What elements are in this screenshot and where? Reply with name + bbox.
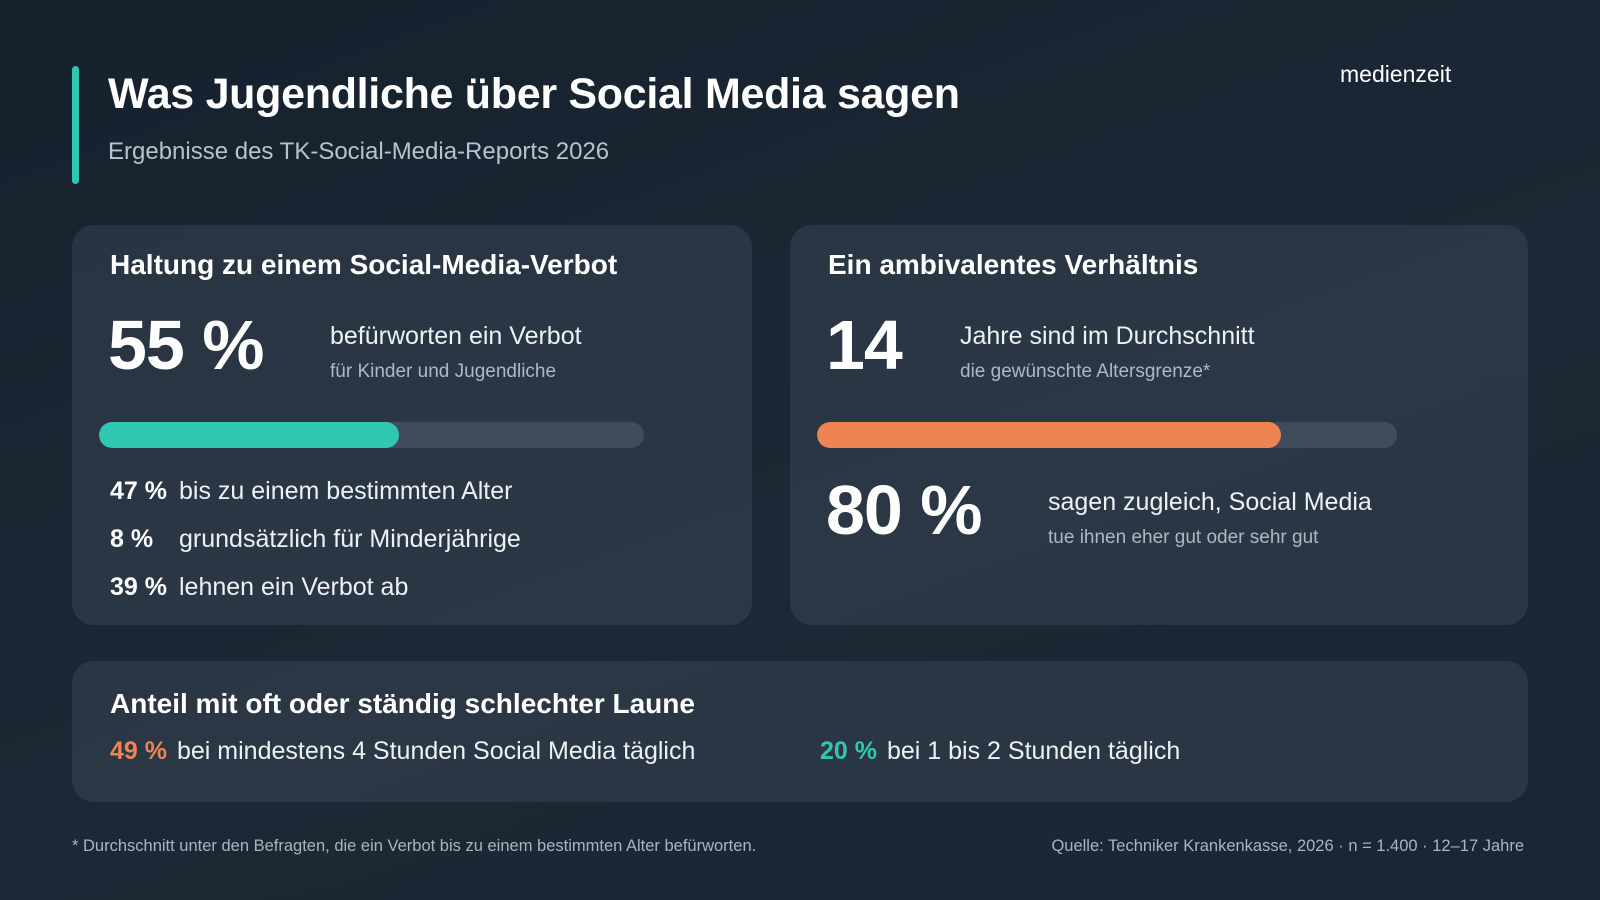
footnote: * Durchschnitt unter den Befragten, die … (72, 837, 757, 855)
ambivalent-card-title: Ein ambivalentes Verhältnis (828, 249, 1199, 280)
page-subtitle: Ergebnisse des TK-Social-Media-Reports 2… (108, 138, 610, 165)
ban-support-progress-bar (99, 422, 644, 448)
bad-mood-text: bei mindestens 4 Stunden Social Media tä… (176, 737, 696, 765)
ban-support-sublabel: für Kinder und Jugendliche (330, 361, 557, 382)
ambivalent-relationship-card: Ein ambivalentes Verhältnis 14 Jahre sin… (790, 225, 1528, 625)
bad-mood-pct: 20 % (820, 737, 877, 765)
source-note: Quelle: Techniker Krankenkasse, 2026 · n… (1051, 837, 1524, 855)
ban-support-label: befürworten ein Verbot (330, 322, 582, 350)
feel-good-value: 80 % (826, 471, 983, 549)
bad-mood-item-light-use: 20 % bei 1 bis 2 Stunden täglich (820, 737, 1180, 766)
bad-mood-item-heavy-use: 49 % bei mindestens 4 Stunden Social Medi… (110, 737, 695, 766)
age-limit-sublabel: die gewünschte Altersgrenze* (960, 361, 1211, 382)
ban-breakdown-row: 39 % lehnen ein Verbot ab (110, 573, 408, 602)
ban-breakdown-pct: 39 % (110, 573, 167, 601)
bad-mood-pct: 49 % (110, 737, 167, 765)
bad-mood-text: bei 1 bis 2 Stunden täglich (886, 737, 1181, 765)
ban-breakdown-text: grundsätzlich für Minderjährige (179, 525, 521, 553)
ban-support-progress-fill (99, 422, 399, 448)
title-accent-bar (72, 66, 79, 184)
ban-breakdown-text: lehnen ein Verbot ab (179, 573, 409, 601)
bad-mood-card: Anteil mit oft oder ständig schlechter L… (72, 661, 1528, 802)
ban-breakdown-pct: 8 % (110, 525, 154, 553)
bad-mood-card-title: Anteil mit oft oder ständig schlechter L… (110, 688, 695, 719)
age-limit-value: 14 (826, 306, 903, 384)
feel-good-progress-bar (817, 422, 1397, 448)
ban-breakdown-pct: 47 % (110, 477, 167, 505)
page-title: Was Jugendliche über Social Media sagen (108, 70, 960, 118)
ban-card-title: Haltung zu einem Social-Media-Verbot (110, 249, 618, 280)
ban-breakdown-row: 47 % bis zu einem bestimmten Alter (110, 477, 512, 506)
feel-good-sublabel: tue ihnen eher gut oder sehr gut (1048, 527, 1319, 548)
ban-attitude-card: Haltung zu einem Social-Media-Verbot 55 … (72, 225, 752, 625)
ban-support-value: 55 % (108, 306, 265, 384)
ban-breakdown-text: bis zu einem bestimmten Alter (179, 477, 513, 505)
feel-good-label: sagen zugleich, Social Media (1048, 488, 1372, 516)
brand-logo: medienzeit (1340, 61, 1452, 87)
feel-good-progress-fill (817, 422, 1281, 448)
age-limit-label: Jahre sind im Durchschnitt (960, 322, 1255, 350)
ban-breakdown-row: 8 % grundsätzlich für Minderjährige (110, 525, 521, 554)
